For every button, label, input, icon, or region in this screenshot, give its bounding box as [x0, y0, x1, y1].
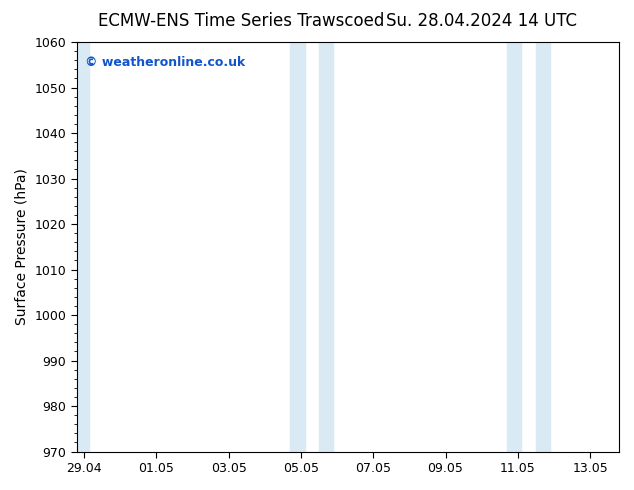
Bar	[536, 42, 550, 452]
Bar	[319, 42, 333, 452]
Bar	[507, 42, 521, 452]
Text: Su. 28.04.2024 14 UTC: Su. 28.04.2024 14 UTC	[386, 12, 578, 30]
Text: © weatheronline.co.uk: © weatheronline.co.uk	[85, 56, 245, 70]
Bar	[290, 42, 304, 452]
Y-axis label: Surface Pressure (hPa): Surface Pressure (hPa)	[15, 169, 29, 325]
Bar	[77, 42, 89, 452]
Text: ECMW-ENS Time Series Trawscoed: ECMW-ENS Time Series Trawscoed	[98, 12, 384, 30]
